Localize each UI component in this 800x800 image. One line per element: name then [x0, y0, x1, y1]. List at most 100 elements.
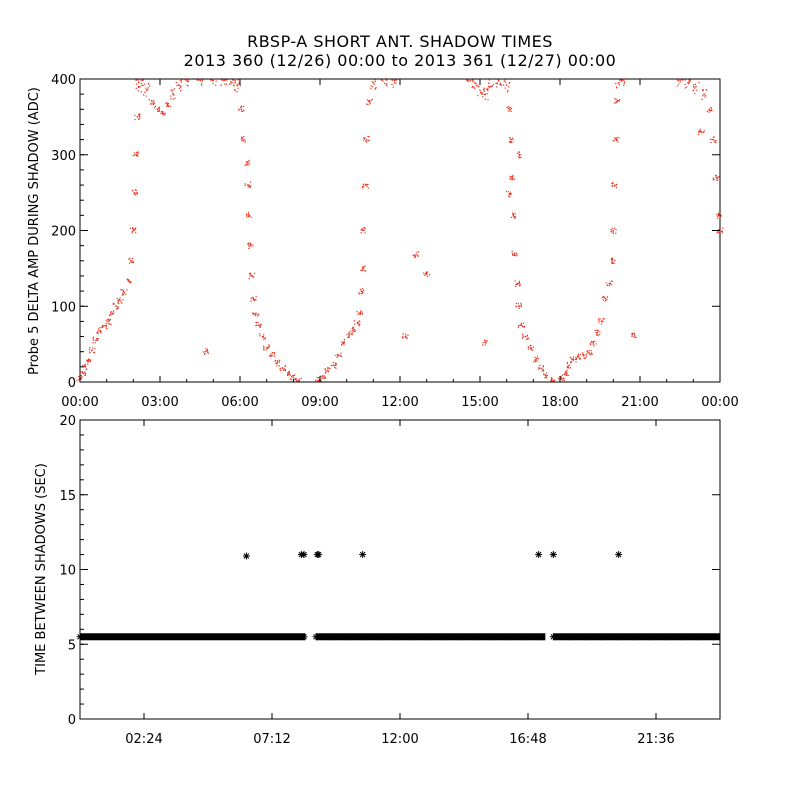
data-point — [521, 325, 524, 327]
data-point — [113, 303, 115, 305]
data-point — [570, 358, 572, 360]
data-point — [612, 232, 614, 235]
data-point — [526, 334, 529, 336]
data-point — [223, 79, 225, 82]
data-point — [620, 80, 623, 82]
data-point — [506, 91, 509, 93]
data-point — [615, 83, 617, 85]
data-point — [610, 257, 613, 260]
data-point — [679, 81, 681, 83]
data-point — [247, 242, 250, 244]
data-point — [522, 333, 524, 336]
data-point — [679, 79, 681, 81]
data-point — [519, 154, 521, 157]
data-point — [467, 80, 469, 82]
data-point — [334, 364, 336, 367]
data-point — [486, 88, 488, 90]
data-point — [110, 313, 112, 315]
data-point — [599, 331, 601, 333]
data-point — [510, 107, 512, 110]
data-point — [97, 328, 100, 330]
data-point — [582, 352, 584, 354]
data-point — [565, 371, 568, 374]
data-point — [133, 152, 136, 154]
data-point — [583, 354, 585, 357]
data-point — [281, 366, 283, 369]
data-point — [362, 268, 365, 270]
data-point — [81, 372, 84, 374]
data-point — [365, 141, 368, 143]
data-point — [324, 372, 326, 374]
asterisk-point — [536, 633, 544, 641]
data-point — [599, 318, 601, 320]
data-point — [518, 156, 520, 158]
data-point — [341, 342, 344, 344]
data-point — [249, 185, 251, 188]
data-point — [343, 343, 345, 345]
data-point — [550, 379, 553, 381]
data-point — [267, 348, 269, 350]
data-point — [722, 227, 724, 229]
data-point — [582, 353, 584, 355]
data-point — [108, 314, 111, 317]
data-point — [609, 283, 611, 285]
data-point — [153, 102, 155, 104]
data-point — [483, 93, 486, 95]
data-point — [704, 96, 706, 98]
data-point — [371, 81, 373, 83]
data-point — [594, 340, 596, 343]
data-point — [107, 321, 109, 323]
data-point — [417, 251, 420, 253]
data-point — [244, 140, 246, 142]
data-point — [477, 95, 479, 97]
data-point — [413, 256, 416, 258]
data-point — [715, 141, 717, 143]
data-point — [212, 80, 214, 82]
top-y-tick-label: 400 — [51, 73, 76, 88]
data-point — [361, 269, 363, 271]
data-point — [335, 354, 337, 357]
data-point — [135, 87, 137, 89]
data-point — [540, 367, 543, 370]
bottom-y-tick-label: 10 — [59, 564, 76, 579]
data-point — [165, 102, 167, 104]
data-point — [100, 331, 102, 333]
data-point — [527, 337, 529, 340]
data-point — [705, 95, 707, 97]
data-point — [358, 325, 360, 327]
data-point — [375, 87, 377, 89]
data-point — [596, 332, 599, 334]
data-point — [481, 344, 484, 346]
data-point — [689, 79, 691, 81]
data-point — [248, 246, 250, 248]
data-point — [365, 183, 367, 186]
data-point — [186, 81, 188, 83]
data-point — [328, 367, 330, 369]
top-x-tick-label: 09:00 — [301, 395, 338, 410]
data-point — [87, 359, 90, 361]
data-point — [623, 82, 625, 84]
data-point — [250, 185, 252, 187]
asterisk-point — [220, 633, 228, 641]
data-point — [696, 89, 698, 91]
data-point — [715, 175, 717, 177]
data-point — [551, 380, 553, 382]
asterisk-point — [408, 633, 416, 641]
data-point — [292, 374, 294, 377]
data-point — [365, 138, 368, 141]
data-point — [252, 313, 254, 315]
data-point — [489, 86, 491, 88]
data-point — [708, 111, 710, 113]
data-point — [508, 82, 510, 84]
data-point — [590, 353, 592, 355]
data-point — [363, 289, 365, 292]
data-point — [254, 298, 256, 301]
data-point — [693, 85, 695, 88]
top-x-tick-label: 12:00 — [381, 395, 418, 410]
data-point — [370, 99, 372, 101]
top-data-points — [76, 78, 724, 382]
asterisk-point — [359, 551, 367, 559]
data-point — [513, 178, 516, 180]
data-point — [233, 89, 236, 91]
data-point — [567, 374, 569, 377]
